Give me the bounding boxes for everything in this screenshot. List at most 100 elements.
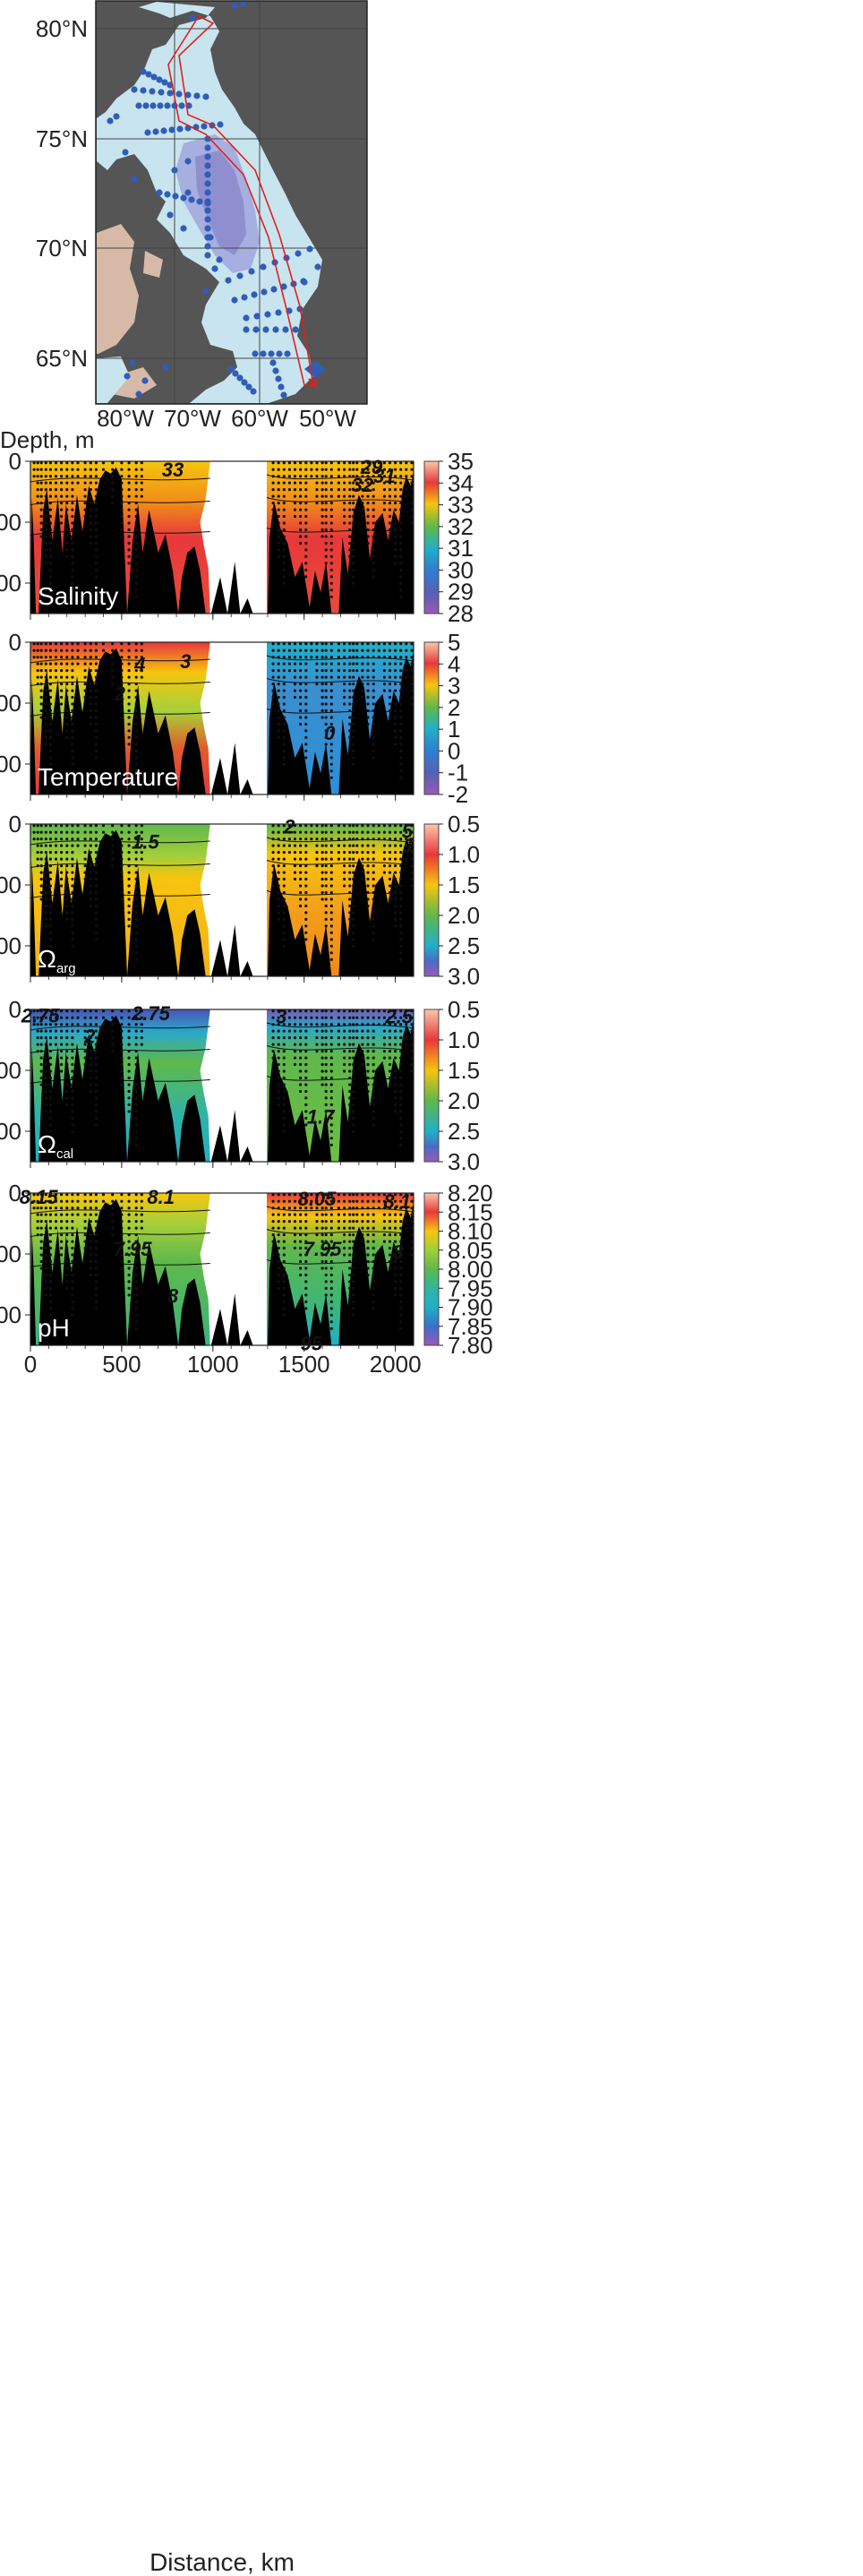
sample-point (134, 1293, 138, 1297)
sample-point (329, 1056, 333, 1060)
sample-point (399, 1076, 403, 1080)
sample-point (89, 1213, 92, 1216)
sample-point (277, 675, 280, 679)
sample-point (83, 695, 87, 700)
sample-point (282, 1050, 286, 1053)
sample-point (337, 1016, 340, 1019)
sample-point (48, 897, 53, 901)
sample-point (329, 1137, 333, 1140)
sample-point (134, 541, 138, 545)
sample-point (65, 1029, 69, 1033)
sample-point (310, 830, 313, 834)
sample-point (366, 1016, 370, 1019)
sample-point (315, 1016, 319, 1019)
sample-point (329, 716, 333, 719)
sample-point (329, 824, 333, 828)
sample-point (388, 1199, 392, 1203)
sample-point (388, 1240, 392, 1243)
sample-point (299, 1076, 303, 1080)
sample-point (352, 1089, 355, 1094)
sample-point (299, 683, 303, 686)
sample-point (352, 494, 355, 498)
sample-point (348, 488, 352, 492)
sample-point (329, 1300, 333, 1303)
sample-point (315, 844, 319, 847)
sample-point (329, 541, 333, 545)
sample-point (366, 521, 370, 525)
sample-point (134, 735, 138, 740)
sample-point (372, 508, 375, 511)
sample-point (372, 749, 375, 753)
sample-point (120, 897, 124, 901)
sample-point (399, 1293, 403, 1297)
sample-point (48, 521, 53, 525)
sample-point (134, 1286, 138, 1290)
sample-point (134, 1076, 138, 1080)
sample-point (399, 837, 403, 841)
sample-point (271, 1043, 275, 1046)
sample-point (111, 669, 115, 673)
sample-point (271, 1233, 275, 1237)
station-marker (248, 268, 255, 275)
sample-point (134, 675, 138, 679)
sample-point (324, 1246, 328, 1250)
sample-point (71, 695, 74, 700)
sample-point (54, 1023, 58, 1026)
sample-point (44, 897, 47, 901)
sample-point (394, 702, 397, 706)
sample-point (39, 683, 43, 686)
sample-point (48, 1246, 53, 1250)
sample-point (134, 581, 138, 585)
sample-point (366, 1220, 370, 1224)
sample-point (410, 1016, 414, 1019)
sample-point (71, 1076, 74, 1080)
sample-point (287, 1199, 291, 1203)
sample-point (382, 481, 386, 485)
sample-point (324, 1253, 328, 1257)
sample-point (299, 897, 303, 901)
sample-point (329, 749, 333, 753)
sample-point (293, 689, 297, 692)
sample-point (48, 944, 53, 948)
sample-point (388, 1220, 392, 1224)
sample-point (382, 1036, 386, 1040)
sample-point (282, 1043, 286, 1046)
sample-point (304, 824, 308, 828)
sample-point (366, 1069, 370, 1073)
sample-point (329, 769, 333, 773)
station-marker (295, 250, 302, 257)
sample-point (134, 756, 138, 760)
sample-point (304, 1056, 308, 1060)
sample-point (127, 837, 131, 841)
colorbar-tick-label: 7.85 (448, 1313, 493, 1340)
sample-point (410, 1043, 414, 1046)
sample-point (282, 1016, 286, 1019)
sample-point (388, 1043, 392, 1046)
sample-point (83, 475, 87, 478)
sample-point (394, 1036, 397, 1040)
sample-point (65, 528, 69, 532)
sample-point (36, 502, 39, 505)
sample-point (366, 722, 370, 726)
sample-point (54, 468, 58, 471)
sample-point (89, 461, 92, 465)
sample-point (140, 642, 143, 646)
sample-point (39, 642, 43, 646)
sample-point (388, 857, 392, 861)
sample-point (372, 931, 375, 934)
sample-point (343, 468, 346, 471)
sample-point (352, 1023, 355, 1026)
sample-point (120, 1206, 124, 1210)
sample-point (127, 1023, 131, 1026)
sample-point (343, 461, 346, 465)
sample-point (60, 702, 64, 706)
sample-point (320, 488, 324, 492)
sample-point (44, 521, 47, 525)
sample-point (329, 722, 333, 726)
sample-point (388, 1069, 392, 1073)
sample-point (111, 1220, 115, 1224)
sample-point (372, 1069, 375, 1073)
sample-point (127, 830, 131, 834)
colorbar-tick-label: 2 (448, 694, 460, 721)
sample-point (65, 857, 69, 861)
